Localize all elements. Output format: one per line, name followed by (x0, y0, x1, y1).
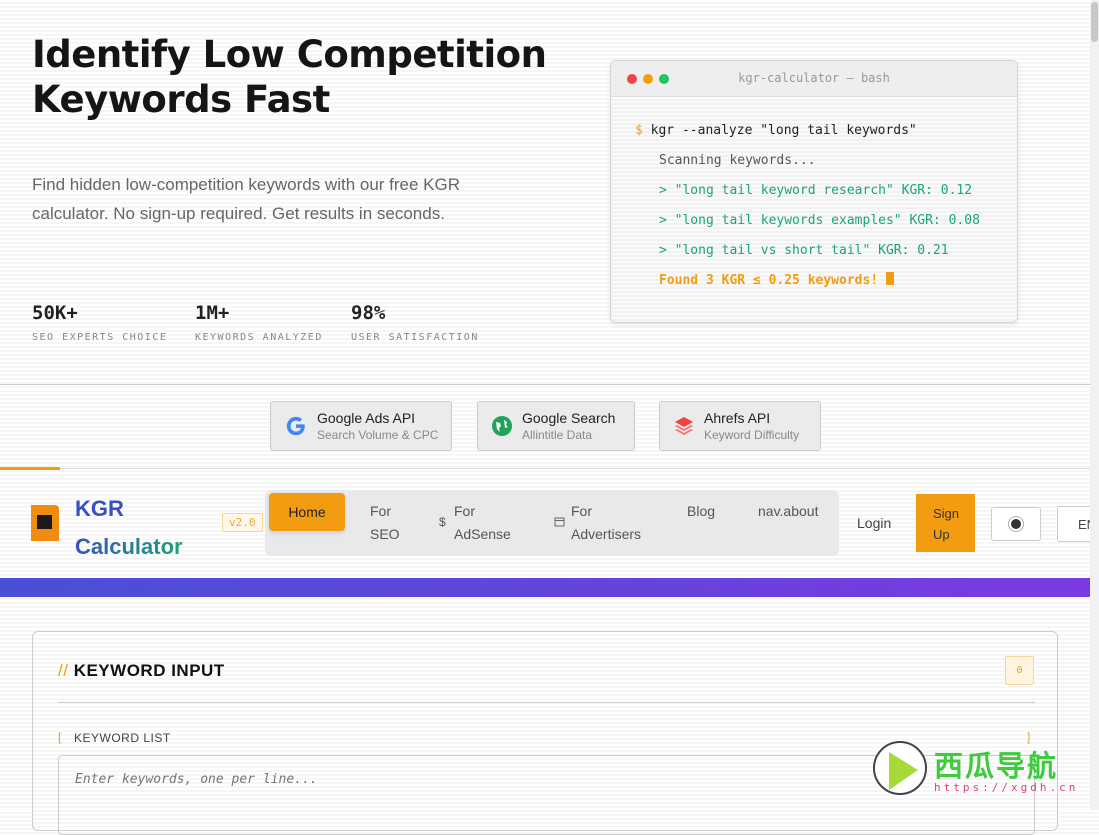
terminal-window: kgr-calculator — bash $ kgr --analyze "l… (610, 60, 1018, 323)
api-title: Google Search (522, 410, 616, 426)
calendar-icon (554, 517, 565, 527)
title-prefix: // (58, 661, 69, 680)
stat: 50K+ SEO EXPERTS CHOICE (32, 302, 168, 343)
api-title: Google Ads API (317, 410, 416, 426)
stat: 1M+ KEYWORDS ANALYZED (195, 302, 323, 343)
bracket-icon: [ (58, 730, 62, 744)
scrollbar[interactable] (1090, 0, 1099, 810)
api-title: Ahrefs API (704, 410, 771, 426)
maximize-dot-icon (659, 74, 669, 84)
api-card-google-search[interactable]: Google Search Allintitle Data (477, 401, 635, 451)
card-title: KEYWORD INPUT (73, 661, 225, 680)
theme-toggle-button[interactable] (991, 507, 1041, 541)
terminal-result: > "long tail keywords examples" KGR: 0.0… (659, 213, 980, 228)
version-badge: v2.0 (222, 513, 263, 532)
api-subtitle: Keyword Difficulty (704, 428, 800, 442)
terminal-command: kgr --analyze "long tail keywords" (650, 123, 917, 138)
prompt-symbol: $ (635, 123, 643, 138)
terminal-title: kgr-calculator — bash (738, 71, 890, 85)
close-dot-icon (627, 74, 637, 84)
signup-button[interactable]: Sign Up (916, 494, 975, 552)
brand-name[interactable]: KGR Calculator (75, 490, 183, 566)
nav-blog[interactable]: Blog (687, 503, 716, 519)
nav-home[interactable]: Home (269, 493, 345, 531)
keyword-count-badge: 0 (1005, 656, 1034, 685)
terminal-result: > "long tail vs short tail" KGR: 0.21 (659, 243, 949, 258)
globe-icon (492, 416, 512, 436)
keyword-list-label: KEYWORD LIST (74, 731, 171, 745)
login-button[interactable]: Login (857, 515, 892, 531)
hero-title: Identify Low Competition Keywords Fast (32, 33, 547, 121)
google-icon (286, 416, 305, 436)
terminal-result: > "long tail keyword research" KGR: 0.12 (659, 183, 973, 198)
cursor-icon (885, 272, 894, 285)
nav-for-advertisers[interactable]: For Advertisers (571, 503, 642, 542)
watermark-logo: 西瓜导航 https://xgdh.cn (872, 740, 1092, 800)
terminal-titlebar: kgr-calculator — bash (611, 61, 1017, 97)
terminal-line: Scanning keywords... (659, 153, 816, 168)
sun-icon (1011, 519, 1021, 529)
bracket-icon: ] (1027, 730, 1031, 744)
api-card-google-ads[interactable]: Google Ads API Search Volume & CPC (270, 401, 452, 451)
divider (58, 702, 1035, 703)
api-subtitle: Allintitle Data (522, 428, 593, 442)
keyword-input-card: // KEYWORD INPUT 0 [ KEYWORD LIST ] (32, 631, 1058, 835)
gradient-banner (0, 578, 1090, 597)
hero-subtitle: Find hidden low-competition keywords wit… (32, 175, 461, 223)
layers-icon (675, 417, 693, 435)
stat: 98% USER SATISFACTION (351, 302, 479, 343)
scrollbar-thumb[interactable] (1091, 2, 1098, 42)
minimize-dot-icon (643, 74, 653, 84)
nav-for-seo[interactable]: For SEO (370, 503, 400, 542)
api-card-ahrefs[interactable]: Ahrefs API Keyword Difficulty (659, 401, 821, 451)
dollar-icon: $ (439, 515, 446, 529)
nav-about[interactable]: nav.about (758, 503, 819, 519)
api-subtitle: Search Volume & CPC (317, 428, 439, 442)
logo-icon[interactable] (31, 505, 59, 541)
main-nav: Home For SEO $ For AdSense For Advertisers … (265, 490, 839, 556)
divider (0, 384, 1090, 385)
nav-for-adsense[interactable]: For AdSense (454, 503, 511, 542)
accent-line (0, 467, 60, 470)
terminal-found: Found 3 KGR ≤ 0.25 keywords! (659, 273, 879, 288)
divider (0, 468, 1090, 469)
